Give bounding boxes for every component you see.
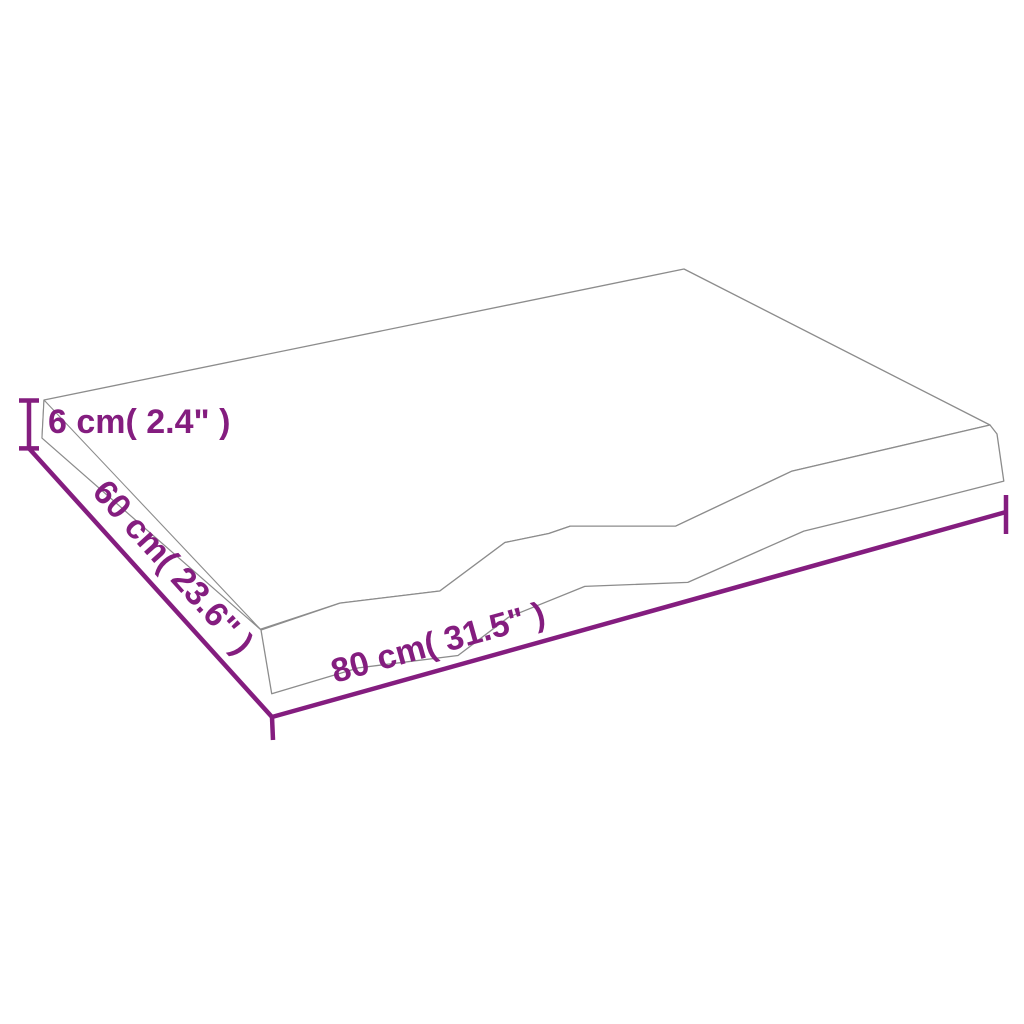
svg-text:6 cm( 2.4" ): 6 cm( 2.4" ) <box>48 403 230 441</box>
